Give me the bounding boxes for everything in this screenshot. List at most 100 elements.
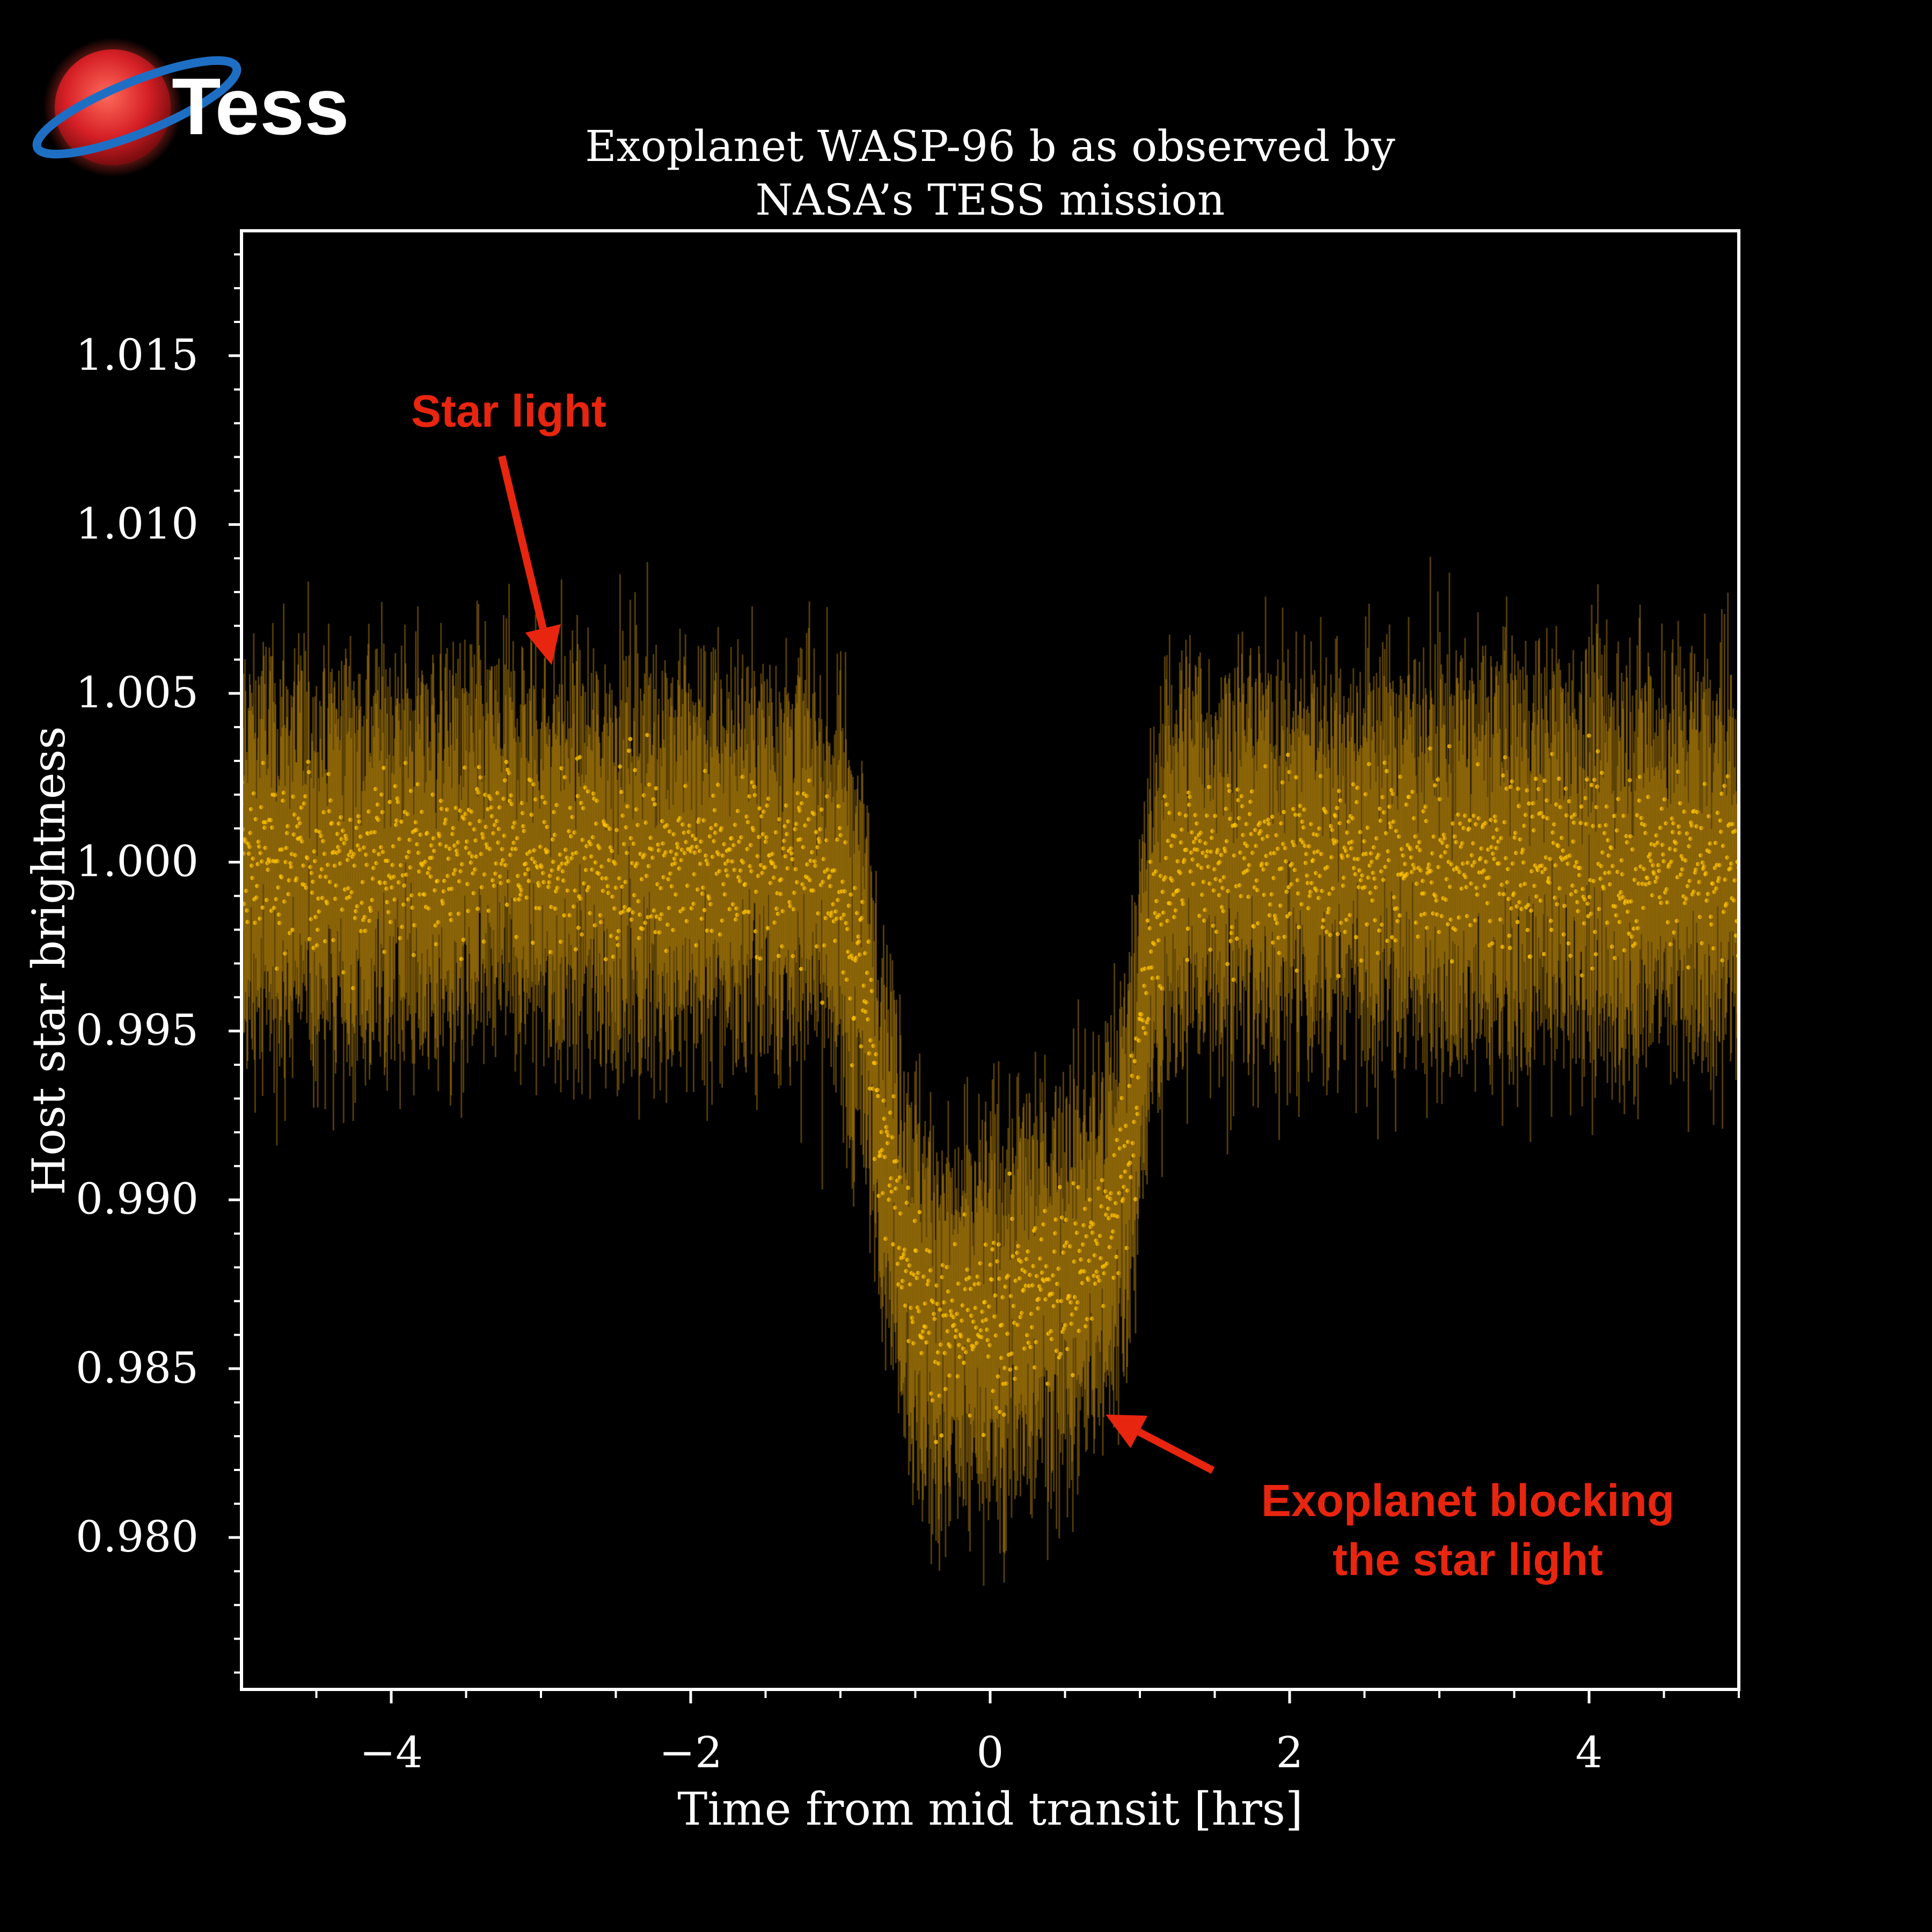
data-point	[706, 862, 711, 867]
data-point	[331, 938, 336, 942]
data-point	[664, 948, 669, 953]
data-point	[682, 830, 686, 835]
data-point	[545, 849, 550, 854]
data-point	[654, 786, 658, 791]
data-point	[597, 846, 602, 851]
data-point	[325, 901, 330, 906]
data-point	[245, 919, 250, 924]
data-point	[694, 844, 699, 849]
data-point	[357, 819, 362, 824]
data-point	[668, 871, 673, 876]
data-point	[732, 867, 737, 872]
data-point	[382, 949, 387, 954]
data-point	[646, 863, 651, 868]
data-point	[291, 832, 296, 837]
data-point	[629, 917, 634, 922]
data-point	[744, 814, 749, 819]
data-point	[486, 909, 491, 913]
data-point	[356, 814, 361, 818]
data-point	[511, 840, 516, 845]
data-point	[370, 876, 375, 881]
data-point	[501, 796, 506, 801]
data-point	[755, 955, 759, 960]
data-point	[720, 918, 724, 923]
data-point	[659, 912, 664, 917]
data-point	[531, 782, 536, 787]
data-point	[507, 771, 511, 775]
data-point	[511, 825, 516, 830]
data-point	[261, 760, 266, 765]
data-point	[414, 828, 419, 832]
data-point	[503, 778, 508, 783]
data-point	[284, 846, 289, 851]
data-point	[311, 879, 316, 884]
data-point	[717, 869, 722, 874]
data-point	[644, 874, 649, 879]
data-point	[619, 789, 624, 794]
data-point	[591, 791, 596, 796]
data-point	[378, 881, 383, 885]
data-point	[753, 929, 758, 934]
data-point	[488, 796, 493, 801]
data-point	[332, 863, 337, 868]
data-point	[621, 909, 626, 914]
data-point	[489, 805, 494, 810]
data-point	[713, 830, 718, 835]
data-point	[285, 831, 290, 836]
data-point	[474, 787, 479, 792]
data-point	[432, 848, 437, 853]
data-point	[533, 797, 538, 802]
data-point	[749, 843, 753, 847]
data-point	[349, 890, 354, 895]
data-point	[634, 807, 639, 812]
data-point	[491, 878, 495, 883]
data-point	[296, 816, 301, 821]
data-point	[293, 853, 298, 858]
data-point	[396, 800, 400, 804]
data-point	[247, 844, 252, 849]
data-point	[603, 957, 608, 962]
data-point	[1336, 974, 1341, 978]
data-point	[362, 914, 367, 919]
data-point	[586, 789, 590, 794]
data-point	[262, 825, 267, 830]
data-point	[575, 794, 580, 799]
data-point	[515, 836, 519, 840]
data-point	[336, 845, 341, 850]
data-point	[299, 839, 304, 844]
data-point	[787, 899, 792, 904]
data-point	[729, 836, 734, 841]
data-point	[380, 810, 385, 815]
data-point	[255, 883, 260, 888]
data-point	[498, 874, 503, 879]
data-point	[587, 884, 591, 889]
data-point	[789, 851, 794, 856]
data-point	[675, 841, 680, 846]
data-point	[430, 792, 435, 797]
data-point	[305, 856, 310, 861]
data-point	[321, 810, 326, 815]
data-point	[407, 850, 412, 854]
data-point	[386, 910, 391, 914]
data-point	[258, 916, 262, 921]
data-point	[748, 864, 752, 869]
data-point	[282, 899, 287, 904]
data-point	[546, 884, 551, 889]
data-point	[628, 737, 633, 742]
data-point	[696, 887, 700, 892]
data-point	[630, 861, 635, 866]
data-point	[710, 854, 715, 859]
data-point	[663, 850, 668, 855]
data-point	[434, 942, 438, 947]
data-point	[304, 885, 309, 890]
data-point	[712, 839, 716, 844]
data-point	[318, 874, 323, 879]
data-point	[492, 883, 496, 888]
data-point	[266, 867, 270, 872]
data-point	[689, 849, 693, 854]
data-point	[392, 874, 397, 879]
data-point	[661, 875, 666, 880]
data-point	[445, 874, 450, 879]
data-point	[727, 907, 732, 912]
data-point	[259, 805, 264, 810]
